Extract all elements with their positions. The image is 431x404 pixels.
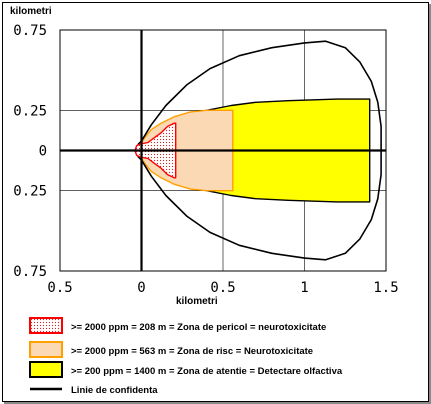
y-tick-label: 0.75 — [13, 23, 47, 39]
x-tick-label: 0.5 — [47, 280, 72, 296]
x-tick-label: 1 — [300, 280, 308, 296]
y-tick-label: 0.25 — [13, 103, 47, 119]
y-tick-label: 0.75 — [13, 264, 47, 280]
plot-area — [59, 29, 387, 272]
legend-label: >= 2000 ppm = 563 m = Zona de risc = Neu… — [71, 346, 313, 357]
confidence-line — [140, 40, 382, 261]
axes — [60, 30, 386, 271]
x-tick-label: 0 — [137, 280, 145, 296]
legend: >= 2000 ppm = 208 m = Zona de pericol = … — [29, 317, 343, 396]
legend-label: >= 200 ppm = 1400 m = Zona de atentie = … — [71, 366, 343, 377]
tick-labels: 0.5 0 0.5 1 1.5 0.75 0.25 0 0.25 0.75 — [13, 23, 398, 296]
y-tick-label: 0 — [39, 144, 47, 160]
legend-swatch — [29, 317, 63, 334]
x-axis-label: kilometri — [176, 296, 218, 307]
x-tick-label: 0.5 — [210, 280, 235, 296]
y-axis-label: kilometri — [10, 6, 52, 17]
legend-label: Linie de confidenta — [71, 385, 158, 396]
legend-swatch — [29, 341, 63, 358]
legend-label: >= 2000 ppm = 208 m = Zona de pericol = … — [71, 322, 326, 333]
y-tick-label: 0.25 — [13, 184, 47, 200]
legend-swatch — [29, 361, 63, 378]
x-tick-label: 1.5 — [373, 280, 398, 296]
